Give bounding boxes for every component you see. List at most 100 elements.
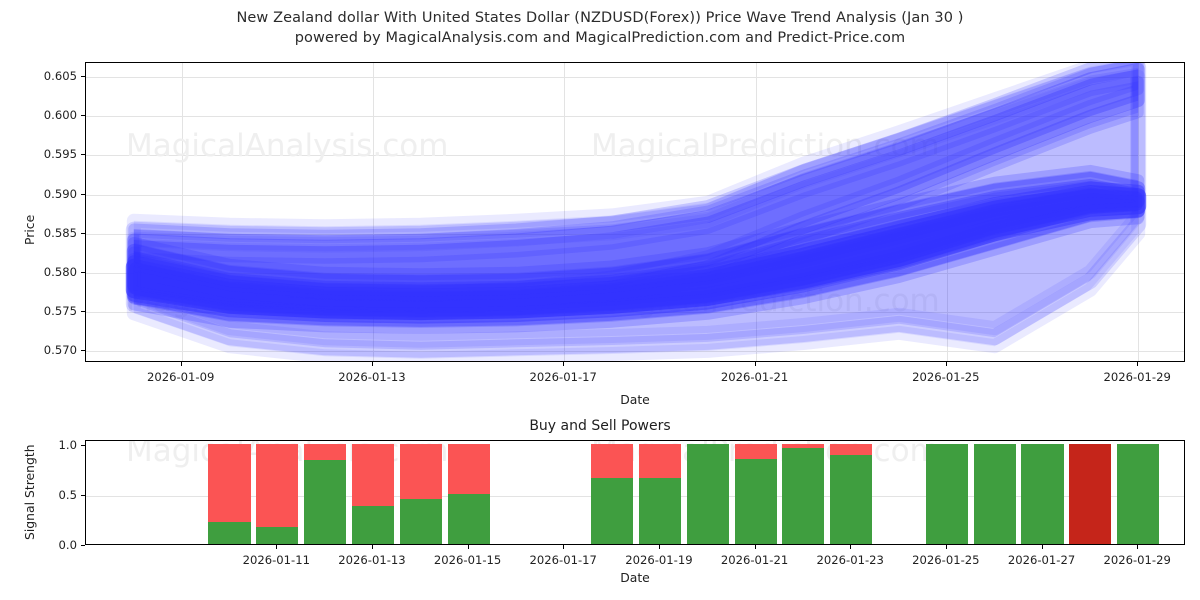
power-bar[interactable]: [304, 444, 347, 544]
price-axis-y-tick-label: 0.585: [43, 225, 77, 240]
price-axis-y-tickmark: [81, 154, 85, 156]
power-bar-buy-segment: [208, 522, 251, 544]
power-axis-x-label: Date: [620, 570, 650, 585]
power-bar-strong-sell-segment: [1069, 444, 1112, 544]
power-bar[interactable]: [256, 444, 299, 544]
power-bar[interactable]: [1069, 444, 1112, 544]
price-wave-band: [129, 189, 1143, 317]
power-bar-buy-segment: [1021, 444, 1064, 544]
power-axis-x-tickmark: [371, 545, 373, 549]
power-bar-sell-segment: [447, 444, 490, 494]
power-bar[interactable]: [1021, 444, 1064, 544]
power-bar-buy-segment: [686, 444, 729, 544]
power-bar-sell-segment: [591, 444, 634, 478]
price-chart-plot-area: MagicalAnalysis.com MagicalPrediction.co…: [85, 62, 1185, 362]
power-bar[interactable]: [973, 444, 1016, 544]
power-bar[interactable]: [351, 444, 394, 544]
power-bar-sell-segment: [399, 444, 442, 499]
power-axis-x-tickmark: [467, 545, 469, 549]
power-axis-y-label: Signal Strength: [22, 444, 37, 540]
power-bar[interactable]: [447, 444, 490, 544]
price-axis-x-tick-label: 2026-01-29: [1103, 370, 1171, 384]
price-axis-x-tick-label: 2026-01-09: [146, 370, 215, 384]
power-bar-buy-segment: [447, 494, 490, 544]
power-axis-x-tick-label: 2026-01-15: [433, 553, 502, 567]
price-axis-x-tickmark: [1137, 362, 1139, 366]
power-axis-x-tick-label: 2026-01-27: [1007, 553, 1076, 567]
power-axis-x-tickmark: [1041, 545, 1043, 549]
power-chart-plot-area: MagicalAnalysis.com MagicalPrediction.co…: [85, 440, 1185, 545]
power-bar[interactable]: [1117, 444, 1160, 544]
price-axis-y-tick-label: 0.595: [43, 147, 77, 162]
power-bar[interactable]: [399, 444, 442, 544]
price-axis-y-tickmark: [81, 115, 85, 117]
price-gridline-horizontal: [86, 351, 1184, 353]
price-gridline-vertical: [564, 63, 566, 361]
power-axis-x-tick-label: 2026-01-19: [625, 553, 693, 567]
watermark-top-left: MagicalAnalysis.com: [126, 128, 449, 164]
power-bar-sell-segment: [782, 444, 825, 448]
price-axis-y-tick-label: 0.575: [43, 304, 77, 319]
power-bar[interactable]: [208, 444, 251, 544]
price-wave-bands: [125, 63, 1147, 361]
price-axis-x-tickmark: [563, 362, 565, 366]
price-gridline-horizontal: [86, 77, 1184, 79]
power-axis-x-tickmark: [754, 545, 756, 549]
power-axis-x-tick-label: 2026-01-21: [720, 553, 789, 567]
price-axis-y-tickmark: [81, 76, 85, 78]
watermark-top-right: MagicalPrediction.com: [591, 128, 940, 164]
figure-title-line-1: New Zealand dollar With United States Do…: [236, 10, 964, 26]
power-bar[interactable]: [734, 444, 777, 544]
price-chart-inner: MagicalAnalysis.com MagicalPrediction.co…: [86, 63, 1184, 361]
power-axis-y-tick-label: 0.0: [58, 538, 77, 552]
price-gridline-horizontal: [86, 116, 1184, 118]
power-axis-x-tickmark: [563, 545, 565, 549]
power-bar-sell-segment: [208, 444, 251, 522]
price-axis-y-tick-label: 0.590: [43, 186, 77, 201]
price-gridline-vertical: [372, 63, 374, 361]
power-chart-inner: MagicalAnalysis.com MagicalPrediction.co…: [86, 441, 1184, 544]
power-axis-x-tick-label: 2026-01-25: [912, 553, 980, 567]
power-bar-buy-segment: [304, 460, 347, 544]
price-axis-x-tick-label: 2026-01-17: [529, 370, 597, 384]
power-axis-x-tickmark: [945, 545, 947, 549]
power-bar[interactable]: [686, 444, 729, 544]
power-bar-buy-segment: [973, 444, 1016, 544]
power-axis-x-tickmark: [850, 545, 852, 549]
price-gridline-horizontal: [86, 155, 1184, 157]
power-axis-y-tick-label: 0.5: [58, 488, 77, 502]
price-axis-x-label: Date: [620, 392, 650, 407]
price-gridline-horizontal: [86, 312, 1184, 314]
power-bar-sell-segment: [734, 444, 777, 459]
power-bar[interactable]: [638, 444, 681, 544]
price-wave-band: [125, 63, 1147, 358]
power-axis-y-tickmark: [81, 545, 85, 546]
figure-title-line-2: powered by MagicalAnalysis.com and Magic…: [294, 30, 906, 46]
price-axis-y-tick-label: 0.570: [43, 343, 77, 358]
power-gridline-horizontal: [86, 496, 1184, 497]
power-bar[interactable]: [591, 444, 634, 544]
power-bar-buy-segment: [782, 448, 825, 544]
price-axis-y-tickmark: [81, 232, 85, 234]
price-gridline-horizontal: [86, 194, 1184, 196]
power-axis-y-tick-label: 1.0: [58, 438, 77, 452]
power-bar[interactable]: [925, 444, 968, 544]
price-axis-x-tick-label: 2026-01-13: [338, 370, 406, 384]
power-bar[interactable]: [830, 444, 873, 544]
price-axis-y-tickmark: [81, 311, 85, 313]
power-bar[interactable]: [782, 444, 825, 544]
price-gridline-horizontal: [86, 272, 1184, 274]
price-axis-x-tickmark: [371, 362, 373, 366]
price-axis-x-tick-label: 2026-01-21: [720, 370, 789, 384]
power-bar-sell-segment: [638, 444, 681, 478]
price-axis-x-tickmark: [945, 362, 947, 366]
price-axis-y-tickmark: [81, 193, 85, 195]
price-axis-y-label: Price: [22, 214, 37, 245]
power-axis-y-tickmark: [81, 445, 85, 446]
price-axis-x-tick-label: 2026-01-25: [912, 370, 980, 384]
power-axis-x-tick-label: 2026-01-11: [242, 553, 310, 567]
power-axis-x-tick-label: 2026-01-13: [338, 553, 406, 567]
price-axis-y-tick-label: 0.580: [43, 264, 77, 279]
price-axis-y-tickmark: [81, 350, 85, 352]
